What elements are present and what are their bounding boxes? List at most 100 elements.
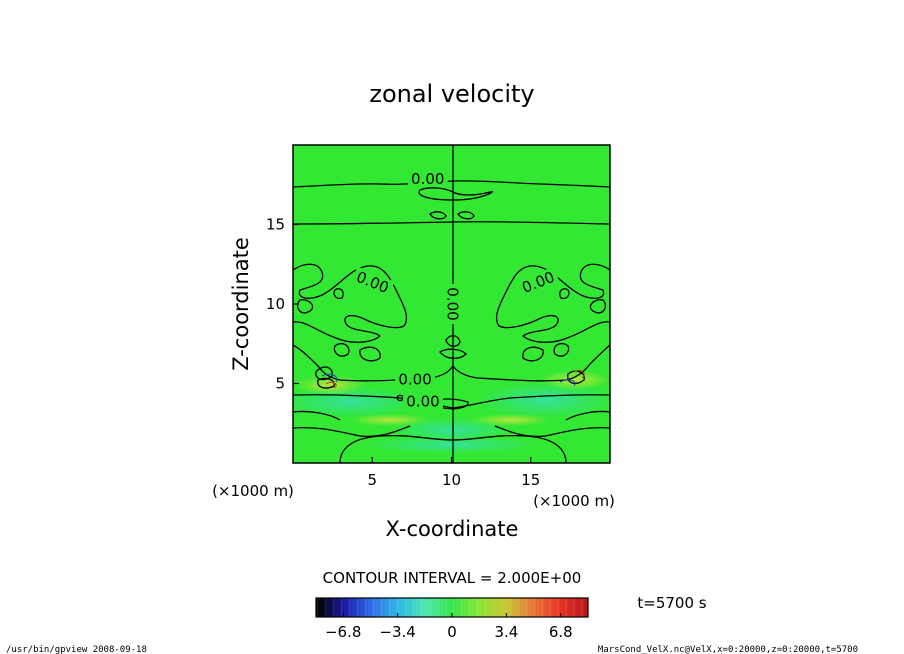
colorbar-tick-label: 3.4 <box>494 623 518 641</box>
colorbar-cell <box>584 598 589 617</box>
colorbar-cell <box>316 598 321 617</box>
colorbar-cell <box>524 598 529 617</box>
colorbar-cell <box>352 598 357 617</box>
colorbar-cell <box>396 598 401 617</box>
colorbar-cell <box>380 598 385 617</box>
colorbar-cell <box>468 598 473 617</box>
x-axis-label: X-coordinate <box>386 517 519 541</box>
colorbar-cell <box>556 598 561 617</box>
colorbar-cell <box>428 598 433 617</box>
colorbar-cell <box>404 598 409 617</box>
contour-label-group: 0.00 <box>402 392 443 411</box>
y-tick-label: 10 <box>266 295 285 313</box>
colorbar-cell <box>472 598 477 617</box>
contour-label-group: 0.00 <box>395 370 436 388</box>
colorbar-tick-label: −6.8 <box>325 623 361 641</box>
contour-label-bg <box>351 266 395 297</box>
colorbar-cell <box>324 598 329 617</box>
colorbar-cell <box>460 598 465 617</box>
x-tick-label: 10 <box>442 471 461 489</box>
field-blob <box>540 370 610 390</box>
colorbar-tick-label: 6.8 <box>549 623 573 641</box>
colorbar-cell <box>364 598 369 617</box>
colorbar-cell <box>360 598 365 617</box>
colorbar <box>316 598 589 617</box>
x-axis-unit: (×1000 m) <box>533 492 615 510</box>
colorbar-cell <box>532 598 537 617</box>
contour-label: 0.00 <box>411 170 444 188</box>
colorbar-cell <box>540 598 545 617</box>
field-blob <box>470 414 550 426</box>
colorbar-cell <box>444 598 449 617</box>
contour-label: 0.00 <box>444 287 462 320</box>
colorbar-cell <box>528 598 533 617</box>
colorbar-cell <box>572 598 577 617</box>
colorbar-cell <box>412 598 417 617</box>
colorbar-cell <box>408 598 413 617</box>
colorbar-cell <box>420 598 425 617</box>
field-blob <box>362 437 542 453</box>
colorbar-cell <box>388 598 393 617</box>
time-label: t=5700 s <box>637 594 706 612</box>
colorbar-tick-label: 0 <box>447 623 457 641</box>
contour-label-bg <box>395 370 436 387</box>
minor-contours <box>321 369 585 389</box>
colorbar-cell <box>320 598 325 617</box>
colorbar-cell <box>328 598 333 617</box>
colorbar-cell <box>516 598 521 617</box>
colorbar-cell <box>432 598 437 617</box>
colorbar-cell <box>392 598 397 617</box>
colorbar-cell <box>496 598 501 617</box>
field-blob <box>350 414 430 426</box>
colorbar-cell <box>576 598 581 617</box>
y-tick-label: 15 <box>266 216 285 234</box>
contour-label-bg <box>407 169 448 186</box>
contour-label-bg <box>516 266 560 297</box>
colorbar-cell <box>544 598 549 617</box>
plot-area <box>293 145 610 463</box>
y-axis-unit: (×1000 m) <box>212 482 294 500</box>
colorbar-tick-label: −3.4 <box>379 623 415 641</box>
colorbar-cell <box>336 598 341 617</box>
colorbar-cell <box>416 598 421 617</box>
colorbar-cell <box>548 598 553 617</box>
field-blob <box>475 382 610 418</box>
colorbar-cell <box>384 598 389 617</box>
y-axis: 5 10 15 <box>266 216 299 393</box>
colorbar-cell <box>512 598 517 617</box>
colorbar-cell <box>464 598 469 617</box>
colorbar-cell <box>568 598 573 617</box>
colorbar-cell <box>492 598 497 617</box>
colorbar-cell <box>340 598 345 617</box>
colorbar-cell <box>448 598 453 617</box>
colorbar-cell <box>452 598 457 617</box>
colorbar-cell <box>564 598 569 617</box>
contour-label-bg <box>445 284 462 324</box>
colorbar-cell <box>424 598 429 617</box>
colorbar-cell <box>356 598 361 617</box>
colorbar-cell <box>456 598 461 617</box>
contour-label-bg <box>402 392 443 409</box>
colorbar-cell <box>536 598 541 617</box>
colorbar-cell <box>500 598 505 617</box>
colorbar-cell <box>344 598 349 617</box>
colorbar-cell <box>504 598 509 617</box>
colorbar-cell <box>400 598 405 617</box>
colorbar-cell <box>488 598 493 617</box>
colorbar-cell <box>332 598 337 617</box>
colorbar-ticks: −6.8 −3.4 0 3.4 6.8 <box>325 613 573 641</box>
colorbar-cell <box>436 598 441 617</box>
x-tick-label: 5 <box>367 471 377 489</box>
colorbar-cell <box>476 598 481 617</box>
x-axis: 5 10 15 <box>367 457 540 489</box>
contour-label: 0.00 <box>398 370 431 388</box>
colorbar-cell <box>520 598 525 617</box>
colorbar-cell <box>376 598 381 617</box>
y-tick-label: 5 <box>275 375 285 393</box>
chart-title: zonal velocity <box>369 80 534 108</box>
x-tick-label: 15 <box>521 471 540 489</box>
colorbar-cell <box>580 598 585 617</box>
colorbar-cell <box>372 598 377 617</box>
footer-right: MarsCond_VelX.nc@VelX,x=0:20000,z=0:2000… <box>598 645 858 654</box>
